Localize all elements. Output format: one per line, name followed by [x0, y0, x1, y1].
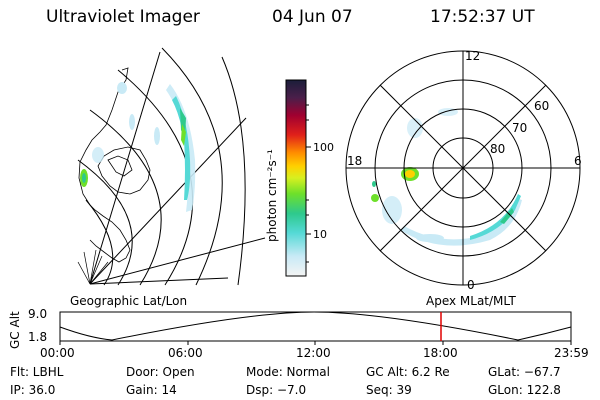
lat-label-70: 70 [512, 121, 527, 135]
time-tick-1800: 18:00 [423, 346, 458, 360]
observation-date: 04 Jun 07 [272, 7, 353, 27]
glat-readout: GLat: −67.7 [488, 365, 561, 379]
ip-readout: IP: 36.0 [10, 383, 56, 397]
geographic-map [77, 47, 266, 286]
mlt-label-12: 12 [465, 49, 480, 63]
altitude-tick-9: 9.0 [28, 307, 48, 321]
meridian-4 [89, 237, 266, 285]
left-panel-caption: Geographic Lat/Lon [70, 294, 188, 308]
observation-time: 17:52:37 UT [430, 7, 535, 27]
meridian-1 [89, 51, 161, 285]
colorbar-tick-100: 100 [313, 141, 334, 154]
time-tick-0600: 06:00 [168, 346, 203, 360]
altitude-ylabel: GC Alt [8, 311, 22, 349]
time-tick-1200: 12:00 [296, 346, 331, 360]
mlt-label-6: 6 [574, 154, 582, 168]
latitude-arc-outer [221, 56, 246, 286]
colorbar-tick-10: 10 [313, 228, 327, 241]
latitude-arc-2 [161, 47, 223, 286]
gain-readout: Gain: 14 [126, 383, 177, 397]
time-tick-0000: 00:00 [40, 346, 75, 360]
gc-alt-readout: GC Alt: 6.2 Re [366, 365, 450, 379]
mlt-label-0: 0 [467, 278, 475, 292]
altitude-plot-frame [59, 311, 572, 342]
mode-readout: Mode: Normal [246, 365, 330, 379]
colorbar-unit-label: photon cm⁻²s⁻¹ [265, 149, 279, 242]
mlt-line-diag-b [379, 84, 547, 252]
meridian-3 [89, 277, 229, 285]
instrument-title: Ultraviolet Imager [46, 7, 200, 27]
seq-readout: Seq: 39 [366, 383, 412, 397]
glon-readout: GLon: 122.8 [488, 383, 561, 397]
latitude-arc-5 [77, 159, 133, 286]
colorbar: 100 10 photon cm⁻²s⁻¹ [265, 79, 334, 277]
mlt-label-18: 18 [347, 154, 362, 168]
time-tick-2359: 23:59 [554, 346, 589, 360]
polar-plot: 12 18 6 0 60 70 80 [345, 49, 582, 292]
altitude-plot: GC Alt [8, 311, 572, 349]
altitude-tick-1-8: 1.8 [28, 330, 48, 344]
coastline [78, 67, 151, 263]
lat-label-80: 80 [490, 142, 505, 156]
meridian-2 [89, 117, 247, 285]
colorbar-scale [285, 79, 307, 277]
altitude-curve [59, 311, 572, 341]
filter-readout: Flt: LBHL [10, 365, 64, 379]
pole-lines [77, 249, 109, 285]
lat-label-60: 60 [534, 99, 549, 113]
right-panel-caption: Apex MLat/MLT [426, 294, 516, 308]
latitude-arc-4 [89, 109, 162, 286]
latitude-arc-inner [85, 199, 114, 286]
dsp-readout: Dsp: −7.0 [246, 383, 307, 397]
door-readout: Door: Open [126, 365, 195, 379]
aurora-emission-left [80, 82, 196, 212]
